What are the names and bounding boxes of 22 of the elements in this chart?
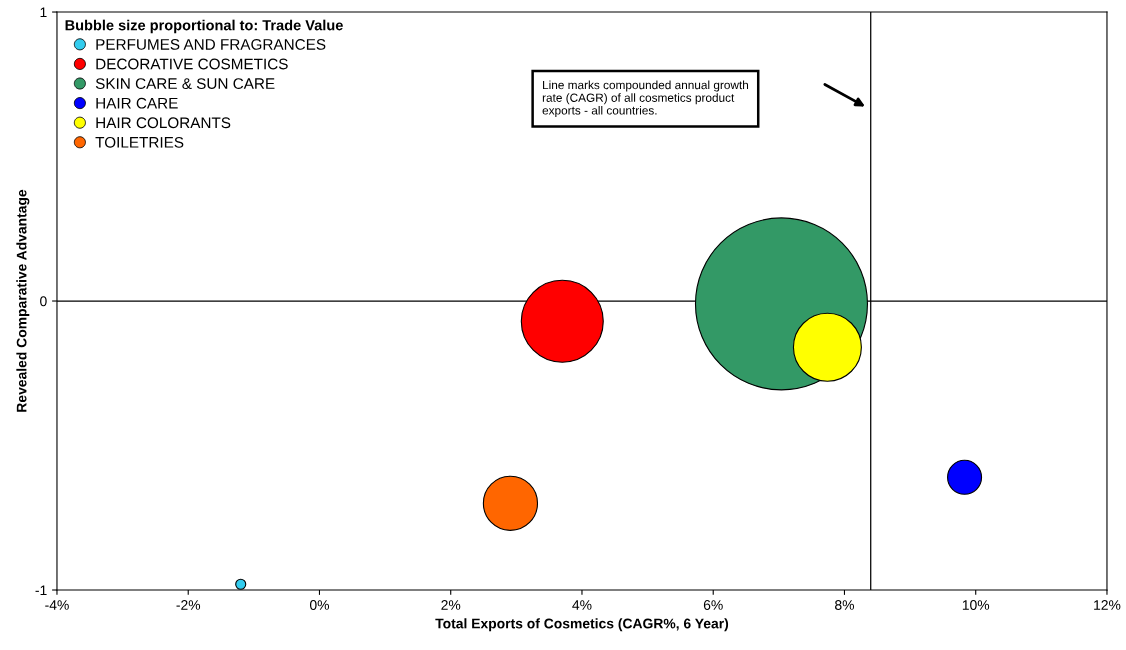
legend-label: DECORATIVE COSMETICS	[96, 58, 288, 70]
x-tick-label: 8%	[835, 600, 855, 610]
x-tick-label: 12%	[1094, 600, 1121, 610]
x-tick-label: 4%	[572, 600, 592, 610]
legend-label: TOILETRIES	[95, 136, 184, 148]
x-tick-label: 6%	[703, 600, 723, 610]
x-tick-label: 2%	[441, 600, 461, 610]
y-tick-label: -1	[35, 585, 47, 596]
x-tick-label: 10%	[962, 600, 990, 610]
legend-label: PERFUMES AND FRAGRANCES	[96, 39, 326, 50]
x-tick-label: 0%	[309, 600, 330, 610]
y-tick-label: 0	[40, 296, 47, 307]
legend-label: HAIR COLORANTS	[96, 117, 231, 129]
annotation: Line marks compounded annual growth rate (CAGR) of all cosmetics product exports - all countries.	[542, 80, 749, 117]
y-tick-label: 1	[40, 7, 47, 18]
legend-title: Bubble size proportional to: Trade Value	[65, 19, 343, 34]
y-axis-title: Revealed Comparative Advantage	[16, 189, 30, 412]
legend-label: HAIR CARE	[96, 97, 178, 109]
x-tick-label: -4%	[45, 600, 69, 610]
x-axis-title: Total Exports of Cosmetics (CAGR%, 6 Year)	[435, 618, 729, 632]
legend-label: SKIN CARE & SUN CARE	[95, 78, 275, 90]
x-tick-label: -2%	[176, 600, 201, 610]
